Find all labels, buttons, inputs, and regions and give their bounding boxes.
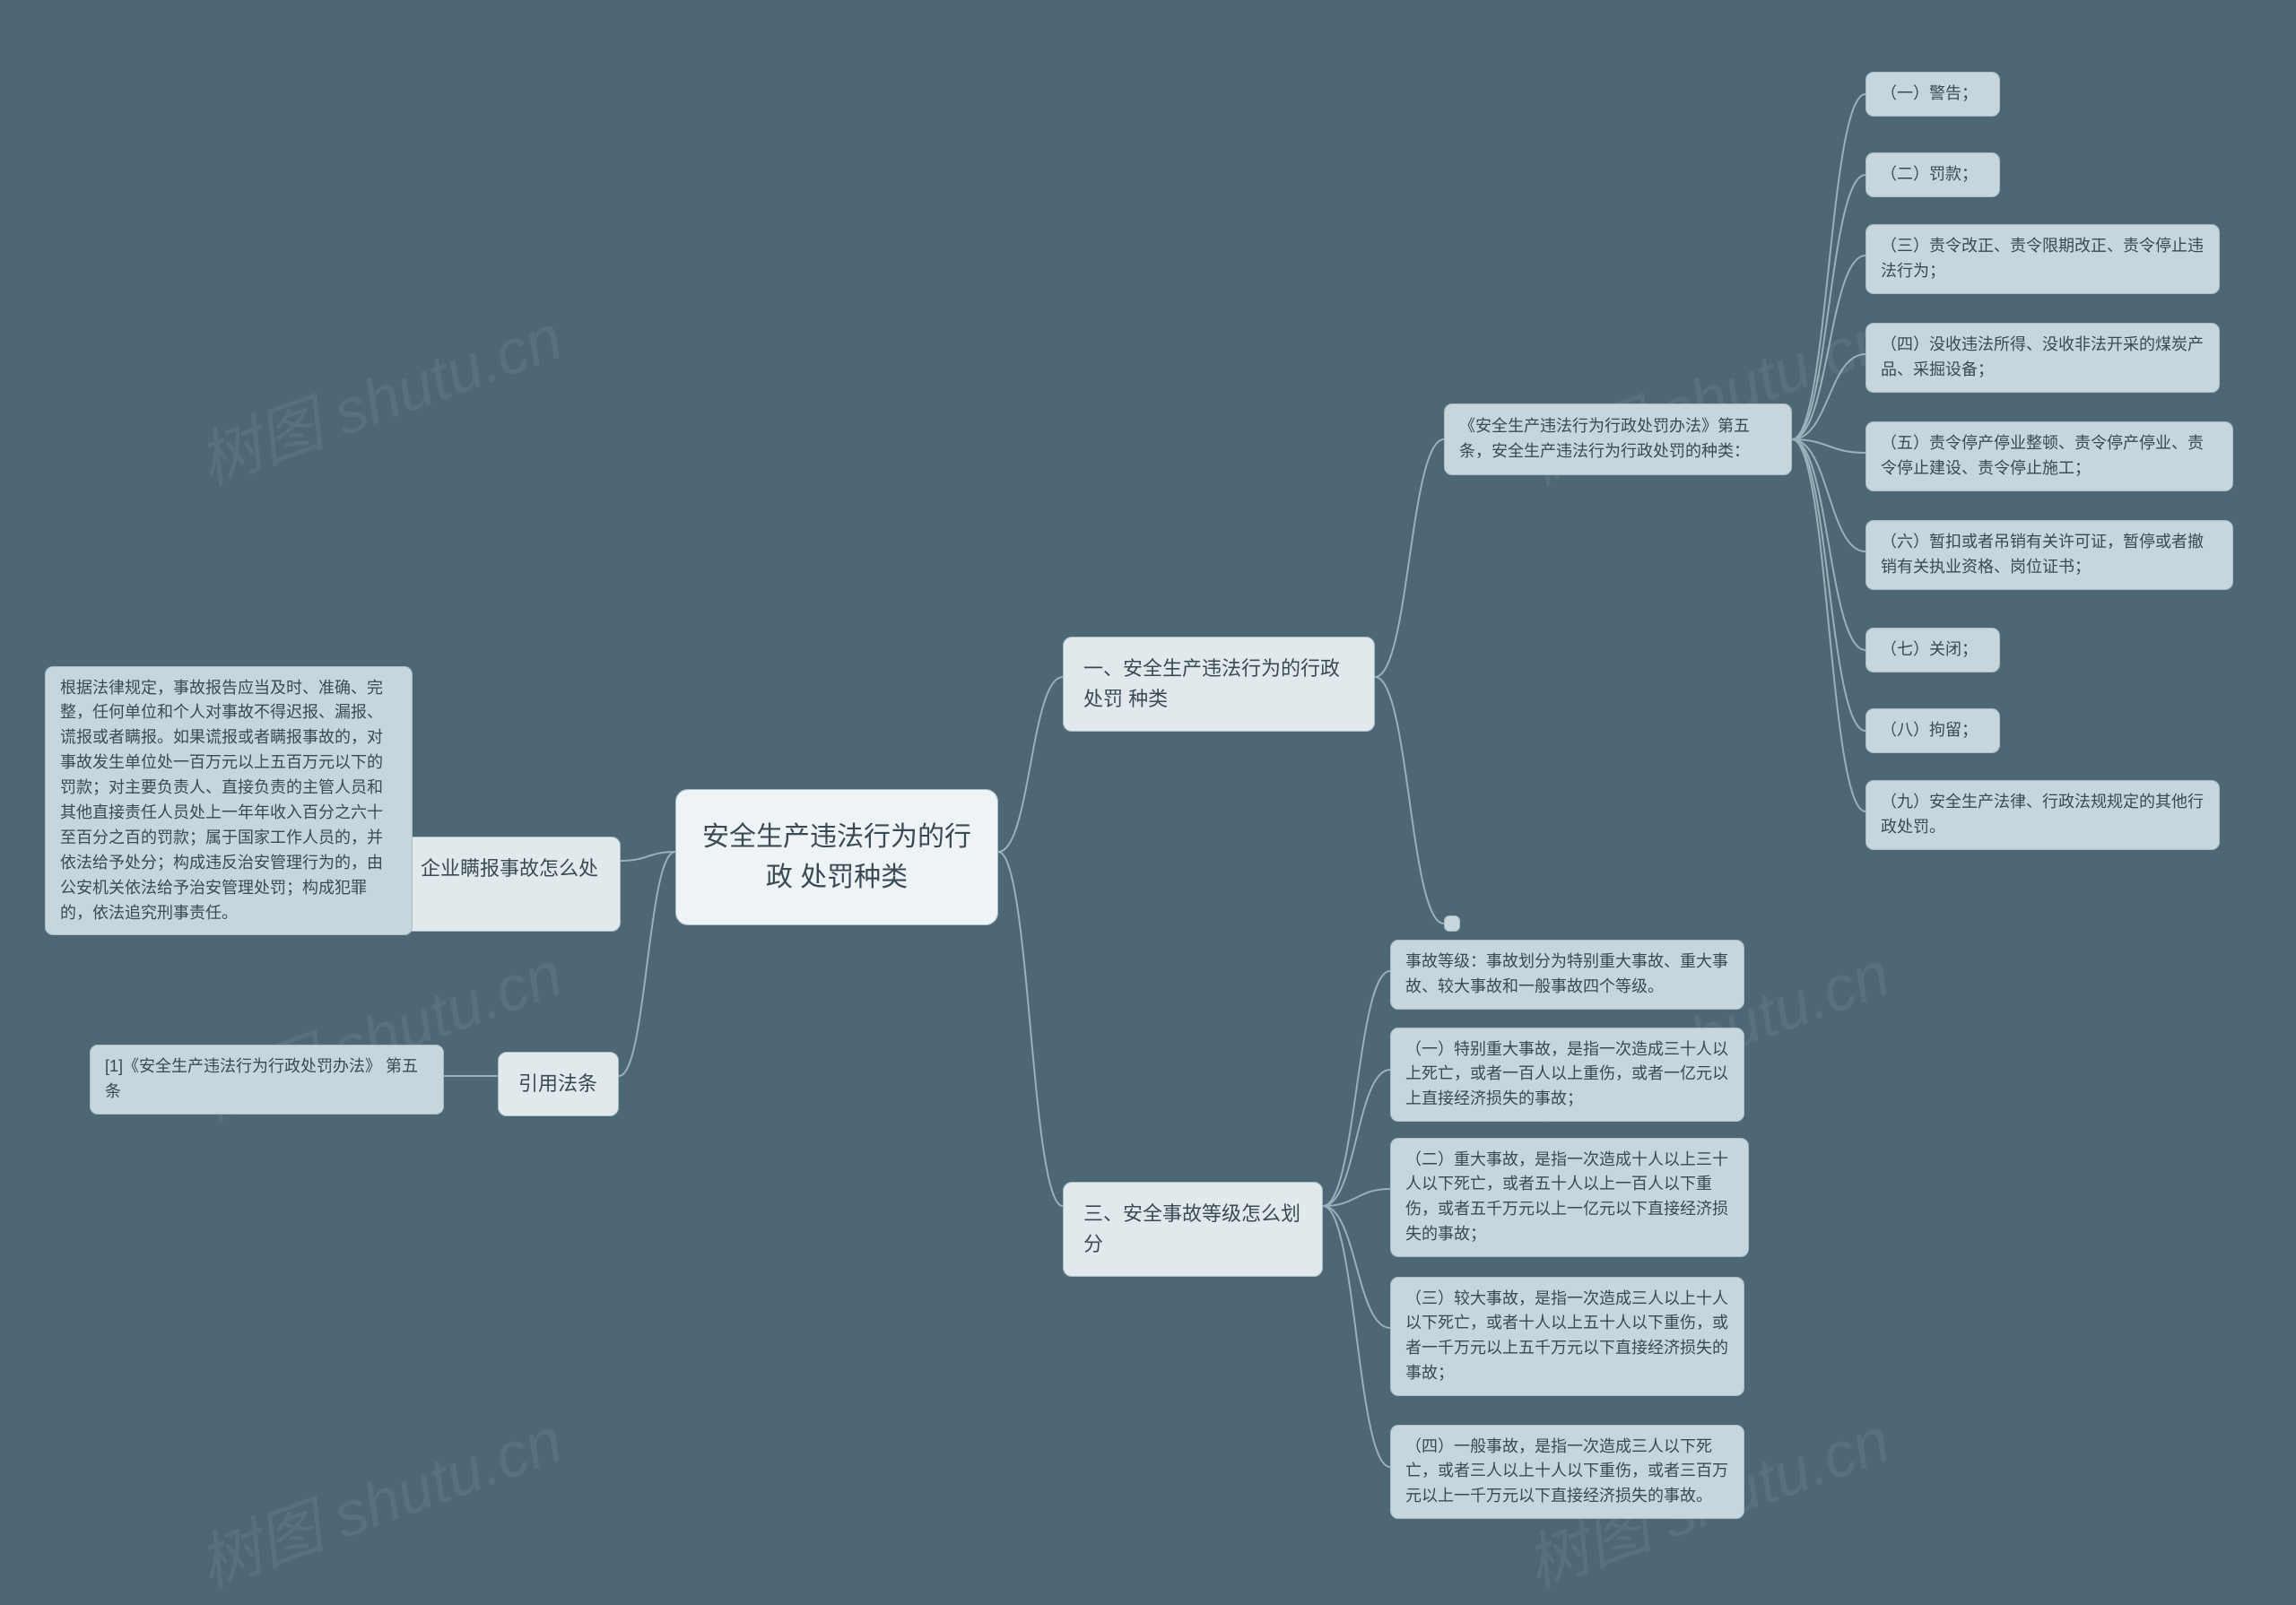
right-branch-1-child-2: （二）重大事故，是指一次造成十人以上三十人以下死亡，或者五十人以上一百人以下重伤… xyxy=(1390,1138,1749,1258)
right-branch-0-child-0-leaf-8: （九）安全生产法律、行政法规规定的其他行政处罚。 xyxy=(1866,780,2220,850)
right-branch-1: 三、安全事故等级怎么划分 xyxy=(1063,1182,1323,1277)
right-branch-0-child-0-leaf-0: （一）警告； xyxy=(1866,72,2000,117)
right-branch-1-child-3: （三）较大事故，是指一次造成三人以上十人以下死亡，或者十人以上五十人以下重伤，或… xyxy=(1390,1277,1744,1397)
left-branch-1-child-0: [1]《安全生产违法行为行政处罚办法》 第五条 xyxy=(90,1045,444,1115)
right-branch-0-child-0-leaf-2: （三）责令改正、责令限期改正、责令停止违法行为； xyxy=(1866,224,2220,294)
right-branch-1-child-0: 事故等级：事故划分为特别重大事故、重大事故、较大事故和一般事故四个等级。 xyxy=(1390,940,1744,1010)
right-branch-0-child-0-leaf-1: （二）罚款； xyxy=(1866,152,2000,197)
left-branch-1: 引用法条 xyxy=(498,1052,619,1116)
right-branch-1-child-1: （一）特别重大事故，是指一次造成三十人以上死亡，或者一百人以上重伤，或者一亿元以… xyxy=(1390,1028,1744,1123)
watermark-5: 树图 shutu.cn xyxy=(185,1391,573,1605)
right-branch-0-child-0-leaf-6: （七）关闭； xyxy=(1866,628,2000,672)
right-branch-0-child-0-leaf-4: （五）责令停产停业整顿、责令停产停业、责令停止建设、责令停止施工； xyxy=(1866,421,2233,491)
right-branch-0-child-0-leaf-5: （六）暂扣或者吊销有关许可证，暂停或者撤销有关执业资格、岗位证书； xyxy=(1866,520,2233,590)
watermark-1: 树图 shutu.cn xyxy=(185,288,573,503)
right-branch-0: 一、安全生产违法行为的行政处罚 种类 xyxy=(1063,637,1375,732)
right-branch-0-child-0-leaf-7: （八）拘留； xyxy=(1866,708,2000,753)
right-branch-1-child-4: （四）一般事故，是指一次造成三人以下死亡，或者三人以上十人以下重伤，或者三百万元… xyxy=(1390,1425,1744,1520)
right-branch-0-child-0-leaf-3: （四）没收违法所得、没收非法开采的煤炭产品、采掘设备； xyxy=(1866,323,2220,393)
right-branch-0-child-0: 《安全生产违法行为行政处罚办法》第五条，安全生产违法行为行政处罚的种类： xyxy=(1444,403,1792,475)
empty-node xyxy=(1444,915,1460,932)
root-node: 安全生产违法行为的行政 处罚种类 xyxy=(675,789,998,925)
left-branch-0-child-0: 根据法律规定，事故报告应当及时、准确、完整，任何单位和个人对事故不得迟报、漏报、… xyxy=(45,666,413,936)
